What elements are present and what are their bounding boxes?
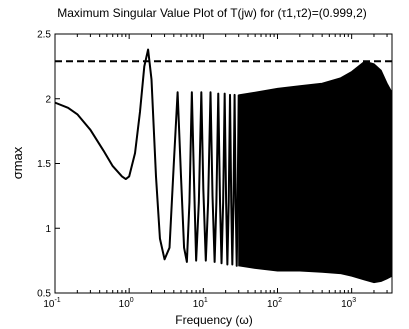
plot-area: 10-1 100 101 102 103 0.5 1 1.5 2 2.5 bbox=[37, 30, 393, 310]
x-tick-label: 103 bbox=[341, 297, 356, 310]
x-tick-label: 101 bbox=[193, 297, 208, 310]
series-line-low-frequency bbox=[54, 48, 240, 267]
y-tick-label: 1.5 bbox=[37, 159, 51, 170]
y-axis-label: σmax bbox=[10, 146, 25, 179]
x-axis-label: Frequency (ω) bbox=[175, 313, 252, 327]
x-tick-label: 100 bbox=[119, 297, 134, 310]
x-tick-label: 10-1 bbox=[43, 297, 60, 310]
y-axis-ticks: 0.5 1 1.5 2 2.5 bbox=[37, 30, 392, 300]
series-layer bbox=[54, 48, 393, 284]
chart-title: Maximum Singular Value Plot of T(jw) for… bbox=[57, 6, 367, 20]
y-tick-label: 2.5 bbox=[37, 30, 51, 41]
series-band-high-frequency bbox=[238, 60, 393, 284]
y-tick-label: 0.5 bbox=[37, 289, 51, 300]
y-tick-label: 2 bbox=[45, 94, 51, 105]
x-tick-label: 102 bbox=[267, 297, 282, 310]
x-axis-ticks: 10-1 100 101 102 103 bbox=[43, 34, 388, 310]
y-tick-label: 1 bbox=[45, 224, 51, 235]
